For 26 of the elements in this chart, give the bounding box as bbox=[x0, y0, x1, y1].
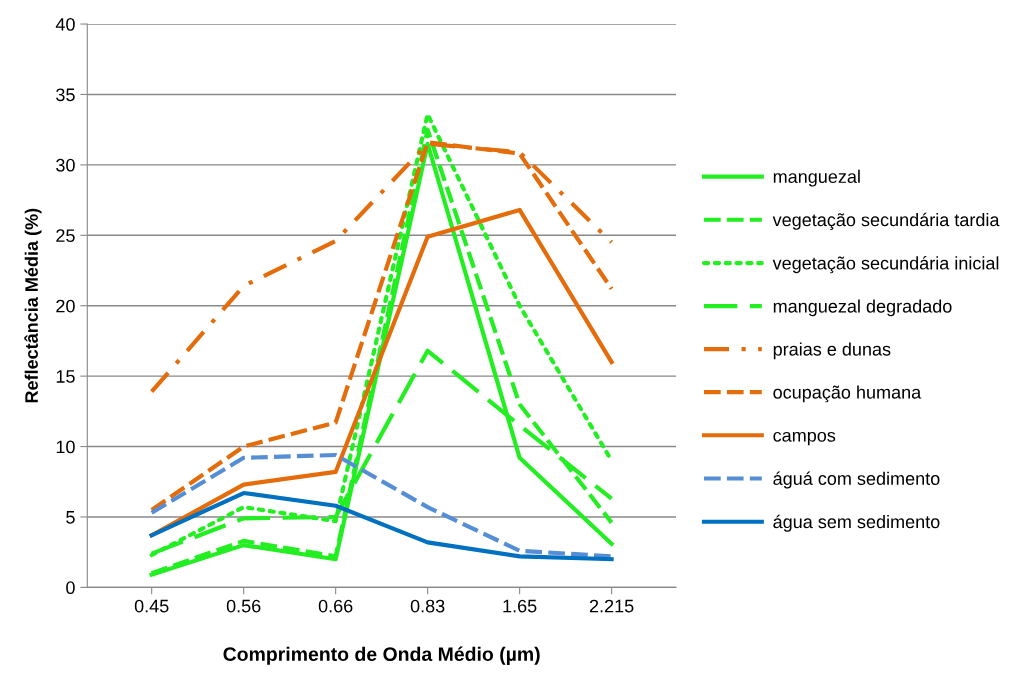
y-tick-label: 30 bbox=[56, 158, 75, 172]
legend-label: campos bbox=[773, 431, 836, 446]
y-tick-label: 5 bbox=[66, 511, 75, 524]
legend-label: águá com sedimento bbox=[773, 471, 940, 489]
y-tick-label: 15 bbox=[56, 370, 75, 383]
y-tick-label: 0 bbox=[66, 581, 75, 595]
y-axis-title: Reflectância Média (%) bbox=[24, 208, 42, 403]
legend-label: vegetação secundária inicial bbox=[772, 256, 999, 274]
legend-label: manguezal degradado bbox=[773, 299, 952, 317]
legend-label: vegetação secundária tardia bbox=[772, 212, 1000, 230]
x-tick-label: 2.215 bbox=[589, 599, 634, 613]
legend-label: manguezal bbox=[773, 169, 860, 187]
legend-label: praias e dunas bbox=[773, 342, 891, 360]
x-tick-label: 0.83 bbox=[410, 599, 445, 613]
legend-label: ocupação humana bbox=[773, 385, 922, 403]
y-tick-label: 25 bbox=[56, 229, 75, 243]
y-tick-label: 40 bbox=[55, 17, 75, 31]
y-tick-label: 20 bbox=[56, 299, 75, 313]
x-tick-label: 0.56 bbox=[226, 599, 261, 613]
y-tick-label: 35 bbox=[56, 88, 75, 102]
x-tick-label: 1.65 bbox=[503, 599, 537, 613]
x-tick-label: 0.45 bbox=[134, 599, 169, 613]
legend-label: água sem sedimento bbox=[773, 514, 940, 532]
x-axis-title: Comprimento de Onda Médio (µm) bbox=[223, 646, 540, 665]
y-tick-label: 10 bbox=[56, 440, 75, 454]
x-tick-label: 0.66 bbox=[318, 599, 353, 613]
